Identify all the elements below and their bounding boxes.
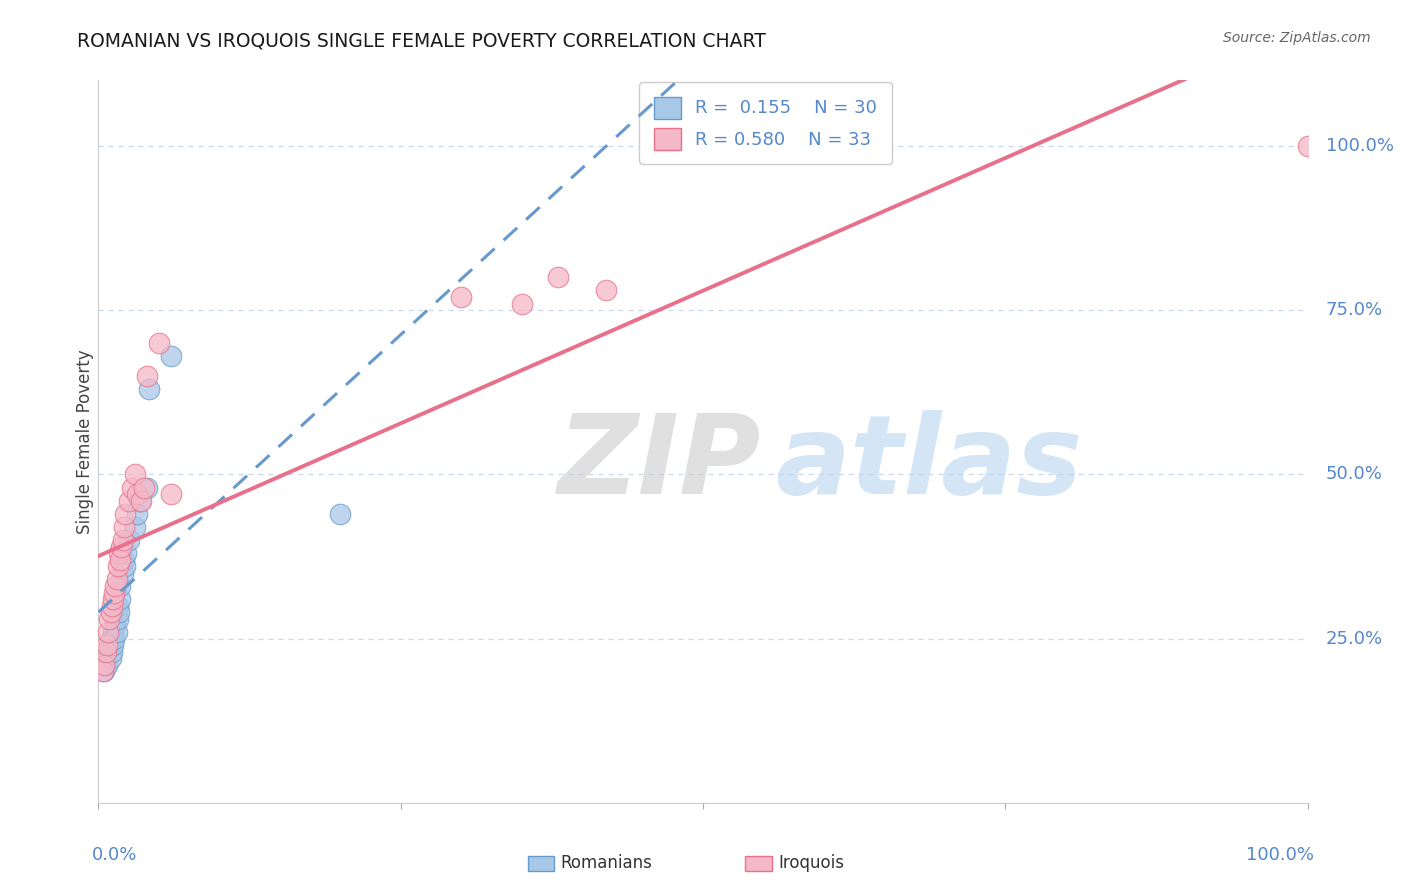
Point (138, 382, 160, 396)
Point (100, 599, 122, 613)
Point (103, 585, 125, 599)
Point (135, 368, 157, 383)
Point (108, 605, 131, 619)
Point (107, 599, 129, 613)
Point (128, 493, 150, 508)
Point (112, 520, 135, 534)
Point (129, 493, 152, 508)
Point (107, 612, 129, 626)
Point (111, 533, 134, 547)
Text: atlas: atlas (776, 409, 1083, 516)
Point (114, 559, 136, 574)
Point (118, 533, 141, 547)
Point (595, 284, 617, 298)
Point (98, 612, 121, 626)
Point (94, 645, 117, 659)
Point (105, 625, 128, 640)
Point (93, 665, 115, 679)
Point (160, 349, 183, 363)
Point (450, 290, 472, 304)
Point (101, 625, 124, 640)
Point (100, 632, 122, 646)
Point (547, 270, 569, 285)
Point (118, 493, 141, 508)
Point (121, 481, 143, 495)
Point (127, 507, 149, 521)
Point (510, 296, 533, 310)
Point (104, 618, 127, 632)
Point (93, 651, 115, 665)
Legend: R =  0.155    N = 30, R = 0.580    N = 33: R = 0.155 N = 30, R = 0.580 N = 33 (640, 82, 891, 164)
Point (135, 481, 157, 495)
FancyBboxPatch shape (527, 855, 554, 871)
Point (97, 645, 120, 659)
Point (96, 657, 118, 672)
Text: Source: ZipAtlas.com: Source: ZipAtlas.com (1223, 31, 1371, 45)
Point (110, 540, 132, 554)
Point (108, 546, 131, 560)
Point (96, 638, 118, 652)
Point (111, 566, 134, 580)
Text: 100.0%: 100.0% (1246, 847, 1313, 864)
Text: 75.0%: 75.0% (1326, 301, 1384, 319)
Text: ROMANIAN VS IROQUOIS SINGLE FEMALE POVERTY CORRELATION CHART: ROMANIAN VS IROQUOIS SINGLE FEMALE POVER… (77, 31, 766, 50)
Point (101, 592, 124, 607)
Point (101, 638, 124, 652)
Point (100, 651, 122, 665)
Point (105, 573, 128, 587)
Text: 50.0%: 50.0% (1326, 466, 1382, 483)
Point (100, 605, 122, 619)
Point (115, 546, 138, 560)
Point (124, 467, 146, 482)
Y-axis label: Single Female Poverty: Single Female Poverty (76, 350, 94, 533)
Point (103, 632, 125, 646)
FancyBboxPatch shape (745, 855, 772, 871)
Point (114, 507, 136, 521)
Point (93, 657, 115, 672)
Text: Romanians: Romanians (561, 855, 652, 872)
Point (98, 638, 121, 652)
Point (107, 559, 129, 574)
Point (124, 520, 146, 534)
Point (112, 553, 135, 567)
Point (100, 645, 122, 659)
Point (104, 579, 127, 593)
Text: Iroquois: Iroquois (778, 855, 844, 872)
Point (108, 592, 131, 607)
Point (148, 336, 170, 351)
Point (108, 553, 131, 567)
Text: 25.0%: 25.0% (1326, 630, 1384, 648)
Point (108, 579, 131, 593)
Point (329, 507, 352, 521)
Point (97, 625, 120, 640)
Text: 100.0%: 100.0% (1326, 137, 1393, 155)
Text: ZIP: ZIP (558, 409, 762, 516)
Text: 0.0%: 0.0% (93, 847, 138, 864)
Point (134, 481, 156, 495)
Point (160, 487, 183, 501)
Point (91, 665, 114, 679)
Point (127, 487, 149, 501)
Point (1296, 139, 1319, 153)
